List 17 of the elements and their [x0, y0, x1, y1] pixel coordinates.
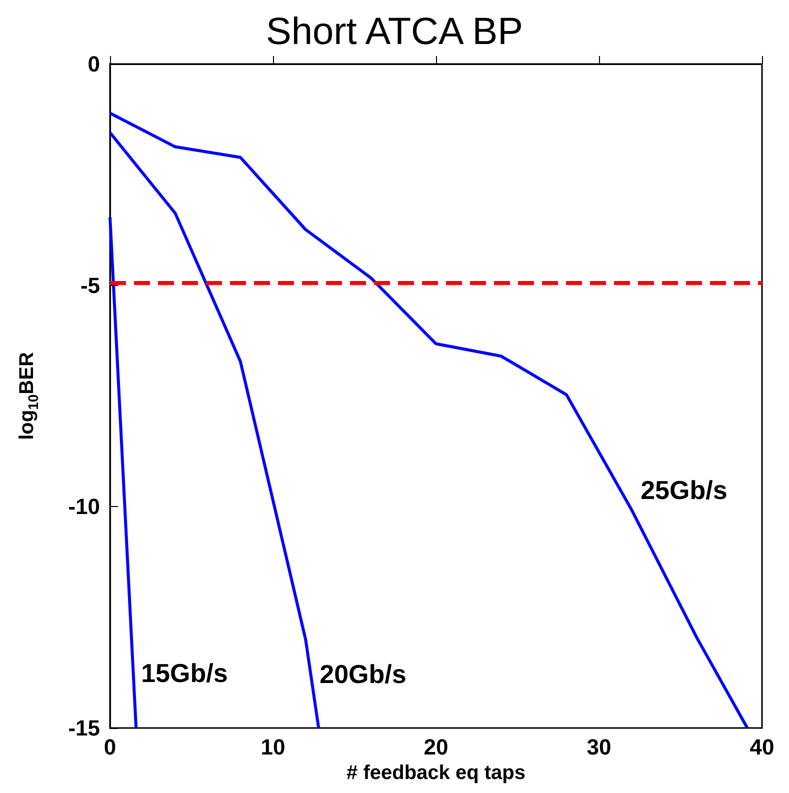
- chart-title: Short ATCA BP: [266, 11, 523, 53]
- series-label: 15Gb/s: [141, 658, 228, 688]
- x-tick-label: 10: [260, 734, 286, 760]
- series-label: 20Gb/s: [320, 659, 406, 689]
- x-tick-label: 30: [586, 734, 612, 760]
- line-series: [108, 112, 749, 730]
- y-tick-label: -15: [68, 716, 100, 740]
- line-series: [108, 131, 320, 730]
- x-tick-label: 20: [424, 734, 448, 760]
- y-tick-label: 0: [88, 52, 100, 76]
- x-tick-label: 0: [104, 734, 116, 760]
- y-tick-label: -10: [68, 494, 100, 520]
- y-axis-title: log10BER: [16, 352, 41, 440]
- series-label: 25Gb/s: [640, 474, 728, 505]
- y-tick-label: -5: [80, 272, 100, 298]
- x-tick-label: 40: [750, 734, 774, 760]
- x-axis-title: # feedback eq taps: [346, 762, 526, 784]
